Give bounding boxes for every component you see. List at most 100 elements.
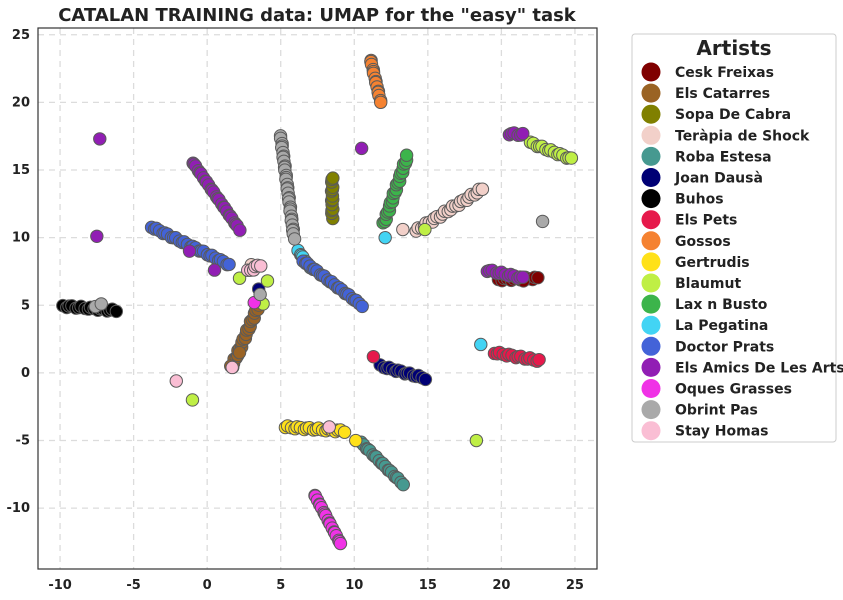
- data-point: [349, 433, 363, 448]
- series-2: [324, 171, 340, 226]
- legend-label: Obrint Pas: [675, 403, 758, 419]
- series-15: [247, 295, 348, 551]
- x-tick-label: 15: [419, 578, 437, 593]
- legend-item: Buhos: [641, 189, 724, 209]
- y-tick-label: 25: [12, 28, 30, 43]
- y-tick-label: 20: [12, 95, 30, 110]
- legend-label: Cesk Freixas: [675, 65, 774, 81]
- legend-label: Gertrudis: [675, 255, 750, 271]
- legend-label: Els Pets: [675, 213, 737, 229]
- series-8: [364, 53, 388, 110]
- data-point: [418, 222, 432, 237]
- data-point: [90, 229, 104, 243]
- axis-layer: -10 -5 0 5 10 15 20 25 -10 -5 0 5 10 15 20 25: [7, 28, 584, 593]
- legend-label: Teràpia de Shock: [675, 128, 810, 144]
- legend: Artists Cesk Freixas Els Catarres Sopa De …: [631, 33, 843, 443]
- legend-marker: [641, 357, 661, 377]
- y-tick-label: 10: [12, 231, 30, 246]
- legend-marker: [641, 273, 661, 293]
- data-point: [531, 270, 545, 285]
- series-10: [185, 135, 579, 448]
- x-tick-label: 10: [345, 578, 363, 593]
- data-point: [232, 271, 247, 285]
- data-point: [337, 425, 352, 439]
- x-tick-label: -5: [126, 578, 140, 593]
- data-point: [253, 287, 267, 302]
- data-point: [94, 297, 108, 311]
- grid-layer: [38, 28, 597, 569]
- legend-label: Oques Grasses: [675, 382, 792, 398]
- legend-item: Cesk Freixas: [641, 62, 774, 82]
- data-point: [233, 223, 247, 237]
- data-point: [396, 222, 410, 237]
- legend-label: Els Catarres: [675, 86, 770, 102]
- y-tick-label: -10: [7, 501, 31, 516]
- legend-item: Joan Dausà: [641, 168, 763, 187]
- legend-item: Roba Estesa: [641, 146, 772, 166]
- data-point: [333, 536, 348, 551]
- legend-marker: [641, 125, 661, 145]
- legend-marker: [641, 104, 661, 124]
- legend-label: La Pegatina: [675, 318, 768, 334]
- data-point: [207, 263, 222, 277]
- series-16: [88, 129, 550, 314]
- data-point: [564, 151, 579, 165]
- data-point: [185, 393, 200, 407]
- legend-label: Doctor Prats: [675, 339, 774, 355]
- legend-item: La Pegatina: [641, 315, 768, 335]
- legend-marker: [641, 400, 661, 420]
- x-tick-label: -10: [48, 578, 72, 593]
- legend-item: Gossos: [641, 231, 731, 251]
- legend-title: Artists: [696, 36, 771, 60]
- plot-frame: [37, 27, 598, 570]
- legend-item: Teràpia de Shock: [641, 125, 810, 145]
- data-point: [475, 182, 490, 196]
- legend-label: Els Amics De Les Arts: [675, 360, 843, 376]
- legend-item: Lax n Busto: [641, 294, 768, 314]
- data-point: [93, 132, 107, 146]
- data-point: [260, 274, 275, 288]
- legend-item: Doctor Prats: [641, 336, 774, 356]
- legend-label: Blaumut: [675, 276, 741, 292]
- legend-label: Stay Homas: [675, 424, 769, 440]
- series-9: [278, 419, 363, 448]
- y-tick-label: 5: [21, 298, 30, 313]
- data-point: [326, 171, 340, 185]
- series-4: [354, 435, 410, 492]
- legend-marker: [641, 168, 661, 187]
- data-point: [109, 304, 124, 319]
- legend-marker: [641, 336, 661, 356]
- legend-marker: [641, 231, 661, 251]
- legend-marker: [641, 62, 661, 82]
- legend-item: Gertrudis: [641, 252, 750, 272]
- legend-item: Stay Homas: [641, 421, 769, 441]
- data-point: [366, 349, 381, 364]
- data-point: [474, 337, 488, 352]
- chart-title: CATALAN TRAINING data: UMAP for the "eas…: [58, 5, 577, 26]
- data-point: [355, 299, 369, 314]
- y-tick-label: 0: [21, 366, 30, 381]
- points-layer: [56, 53, 579, 551]
- legend-item: Els Catarres: [641, 83, 770, 103]
- y-tick-label: -5: [16, 434, 30, 449]
- series-17: [169, 258, 336, 434]
- legend-marker: [641, 210, 661, 230]
- data-point: [225, 360, 239, 375]
- legend-marker: [641, 189, 661, 209]
- data-point: [396, 477, 410, 492]
- legend-item: Els Amics De Les Arts: [641, 357, 843, 377]
- legend-item: Oques Grasses: [641, 379, 792, 398]
- data-point: [418, 372, 433, 387]
- legend-item: Els Pets: [641, 210, 737, 230]
- x-tick-label: 0: [203, 578, 212, 593]
- data-point: [169, 374, 183, 388]
- data-point: [322, 420, 336, 434]
- legend-marker: [641, 421, 661, 441]
- legend-label: Joan Dausà: [674, 171, 763, 187]
- legend-item: Sopa De Cabra: [641, 104, 791, 124]
- legend-label: Sopa De Cabra: [675, 107, 791, 123]
- series-7: [366, 345, 546, 368]
- data-point: [354, 141, 369, 156]
- series-12: [291, 230, 488, 352]
